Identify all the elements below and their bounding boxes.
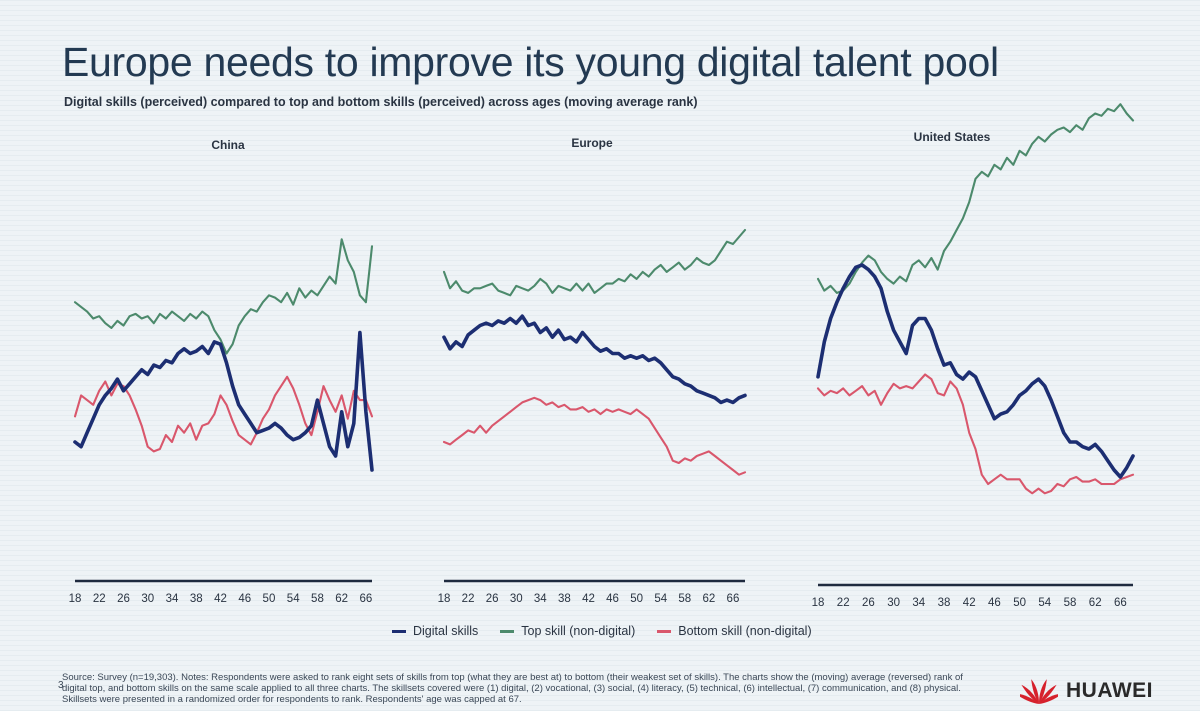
x-tick-label: 18 — [438, 593, 451, 605]
x-tick-label: 62 — [1089, 597, 1102, 609]
x-tick-label: 50 — [263, 593, 276, 605]
series-line-top-us — [816, 103, 1135, 294]
x-tick-label: 46 — [238, 593, 251, 605]
x-tick-label: 34 — [912, 597, 925, 609]
series-line-digital-us — [816, 263, 1135, 479]
x-tick-label: 58 — [1064, 597, 1077, 609]
chart-title-us: United States — [914, 130, 991, 144]
legend-swatch-bottom — [657, 629, 672, 633]
x-tick-label: 58 — [678, 593, 691, 605]
source-notes: Source: Survey (n=19,303). Notes: Respon… — [62, 672, 963, 705]
series-line-digital-china — [73, 330, 374, 472]
series-line-top-europe — [442, 228, 747, 297]
page-number: 3 — [58, 680, 64, 691]
x-tick-label: 58 — [311, 593, 324, 605]
legend-label-top: Top skill (non-digital) — [521, 624, 636, 638]
chart-subtitle: Digital skills (perceived) compared to t… — [64, 95, 698, 109]
legend-label-digital: Digital skills — [413, 624, 479, 638]
chart-panel-us: United States 18 22 26 30 34 38 42 46 50 54 58 62 66 — [812, 103, 1135, 609]
x-tick-label: 22 — [462, 593, 475, 605]
x-tick-label: 66 — [1114, 597, 1127, 609]
brand: HUAWEI — [1020, 676, 1153, 706]
brand-name: HUAWEI — [1066, 679, 1153, 702]
x-tick-label: 30 — [510, 593, 523, 605]
x-tick-label: 38 — [938, 597, 951, 609]
x-tick-label: 42 — [963, 597, 976, 609]
x-tick-label: 38 — [558, 593, 571, 605]
x-tick-label: 54 — [1038, 597, 1051, 609]
huawei-logo-icon — [1020, 679, 1058, 704]
x-tick-label: 34 — [166, 593, 179, 605]
series-line-bottom-us — [816, 373, 1135, 495]
x-tick-label: 22 — [93, 593, 106, 605]
series-line-digital-europe — [442, 314, 747, 405]
x-tick-label: 50 — [1013, 597, 1026, 609]
x-tick-label: 54 — [654, 593, 667, 605]
series-line-top-china — [73, 238, 374, 355]
x-tick-label: 66 — [727, 593, 740, 605]
x-tick-label: 46 — [606, 593, 619, 605]
legend-label-bottom: Bottom skill (non-digital) — [678, 624, 812, 638]
x-tick-label: 30 — [887, 597, 900, 609]
x-tick-label: 38 — [190, 593, 203, 605]
x-tick-label: 18 — [69, 593, 82, 605]
chart-panel-china: China 18 22 26 30 34 38 42 46 50 54 58 62 66 — [69, 138, 374, 605]
x-tick-label: 46 — [988, 597, 1001, 609]
legend-swatch-digital — [392, 629, 406, 633]
x-tick-label: 62 — [335, 593, 348, 605]
x-tick-label: 22 — [837, 597, 850, 609]
x-tick-label: 62 — [702, 593, 715, 605]
x-tick-label: 66 — [360, 593, 373, 605]
legend-item-top: Top skill (non-digital) — [500, 624, 635, 638]
x-tick-label: 54 — [287, 593, 300, 605]
x-tick-label: 30 — [141, 593, 154, 605]
chart-title-europe: Europe — [571, 136, 613, 150]
chart-panel-europe: Europe 18 22 26 30 34 38 42 46 50 54 58 62 66 — [438, 136, 747, 605]
legend-item-bottom: Bottom skill (non-digital) — [657, 624, 812, 638]
x-tick-label: 26 — [117, 593, 130, 605]
chart-title-china: China — [211, 138, 245, 152]
x-tick-label: 42 — [214, 593, 227, 605]
x-tick-label: 18 — [812, 597, 825, 609]
legend: Digital skills Top skill (non-digital) B… — [392, 624, 812, 638]
x-tick-label: 34 — [534, 593, 547, 605]
legend-swatch-top — [500, 629, 515, 633]
charts-area: China 18 22 26 30 34 38 42 46 50 54 58 62 66 Europe 18 2… — [69, 103, 1135, 609]
x-tick-label: 42 — [582, 593, 595, 605]
page-title: Europe needs to improve its young digita… — [62, 39, 999, 86]
x-tick-label: 50 — [630, 593, 643, 605]
legend-item-digital: Digital skills — [392, 624, 478, 638]
x-tick-label: 26 — [486, 593, 499, 605]
x-tick-label: 26 — [862, 597, 875, 609]
series-line-bottom-europe — [442, 396, 747, 476]
